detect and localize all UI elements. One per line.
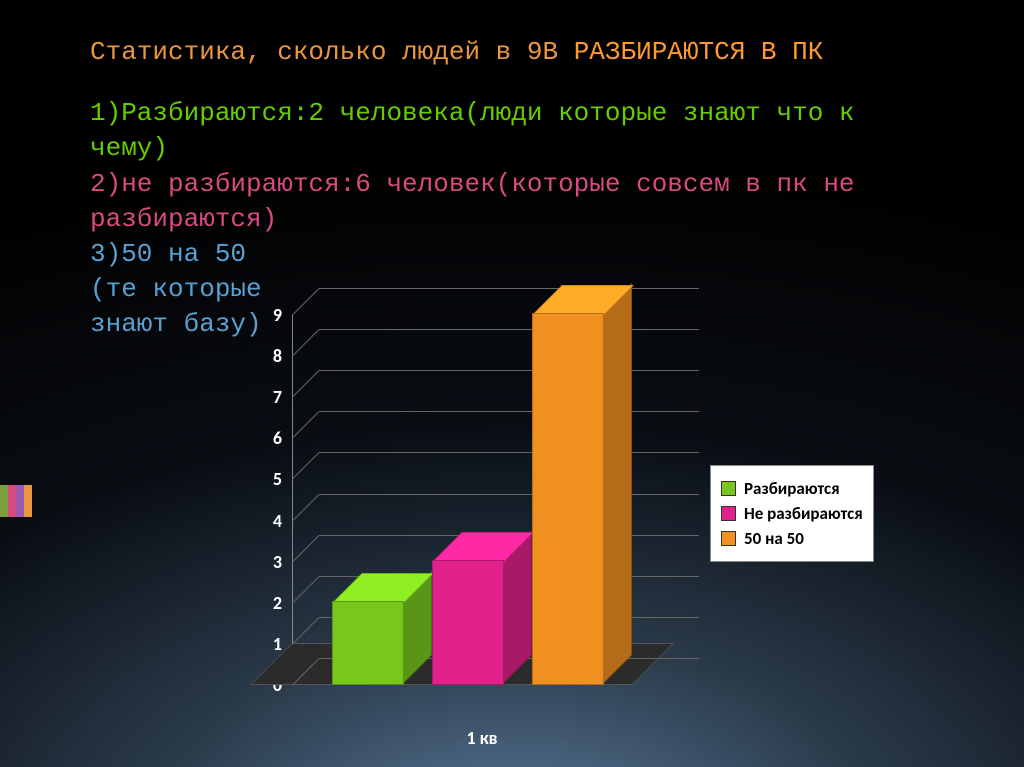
- slide-body: 1)Разбираются:2 человека(люди которые зн…: [90, 96, 940, 342]
- legend-swatch: [721, 506, 736, 521]
- accent-stripe: [24, 485, 32, 517]
- y-tick-label: 3: [273, 551, 282, 573]
- legend-label: 50 на 50: [744, 528, 804, 549]
- slide: Статистика, сколько людей в 9В РАЗБИРАЮТ…: [0, 0, 1024, 767]
- title-part1: Статистика, сколько людей в 9В: [90, 37, 574, 67]
- body-line-1: 1)Разбираются:2 человека(люди которые зн…: [90, 96, 940, 166]
- accent-bar: [0, 485, 32, 517]
- y-tick-label: 5: [273, 468, 282, 490]
- y-tick-label: 8: [273, 345, 282, 367]
- bar-side: [602, 283, 632, 685]
- body-line-3a: 3)50 на 50: [90, 237, 940, 272]
- legend-label: Разбираются: [744, 478, 840, 499]
- y-tick-label: 7: [273, 386, 282, 408]
- bar-chart: 0123456789 1 кв РазбираютсяНе разбираютс…: [230, 315, 930, 745]
- title-part2: РАЗБИРАЮТСЯ В ПК: [574, 37, 824, 67]
- y-axis: 0123456789: [230, 315, 290, 685]
- plot-area: [292, 315, 672, 685]
- y-axis-line: [292, 315, 293, 685]
- legend-item: Разбираются: [721, 478, 863, 499]
- y-tick-label: 1: [273, 633, 282, 655]
- slide-title: Статистика, сколько людей в 9В РАЗБИРАЮТ…: [90, 34, 940, 70]
- legend-item: Не разбираются: [721, 503, 863, 524]
- x-axis-label: 1 кв: [292, 727, 672, 749]
- body-line-2: 2)не разбираются:6 человек(которые совсе…: [90, 167, 940, 237]
- legend-swatch: [721, 481, 736, 496]
- y-tick-label: 9: [273, 304, 282, 326]
- y-tick-label: 4: [273, 510, 282, 532]
- text-block: Статистика, сколько людей в 9В РАЗБИРАЮТ…: [90, 34, 940, 342]
- body-line-3b: (те которые: [90, 272, 940, 307]
- bar-front: [532, 313, 604, 685]
- y-tick-label: 2: [273, 592, 282, 614]
- legend-swatch: [721, 531, 736, 546]
- y-tick-label: 6: [273, 427, 282, 449]
- chart-legend: Разбираются Не разбираются 50 на 50: [710, 465, 874, 562]
- bar-front: [332, 601, 404, 685]
- legend-item: 50 на 50: [721, 528, 863, 549]
- legend-label: Не разбираются: [744, 503, 863, 524]
- bar-front: [432, 560, 504, 685]
- accent-stripe: [16, 485, 24, 517]
- accent-stripe: [0, 485, 8, 517]
- accent-stripe: [8, 485, 16, 517]
